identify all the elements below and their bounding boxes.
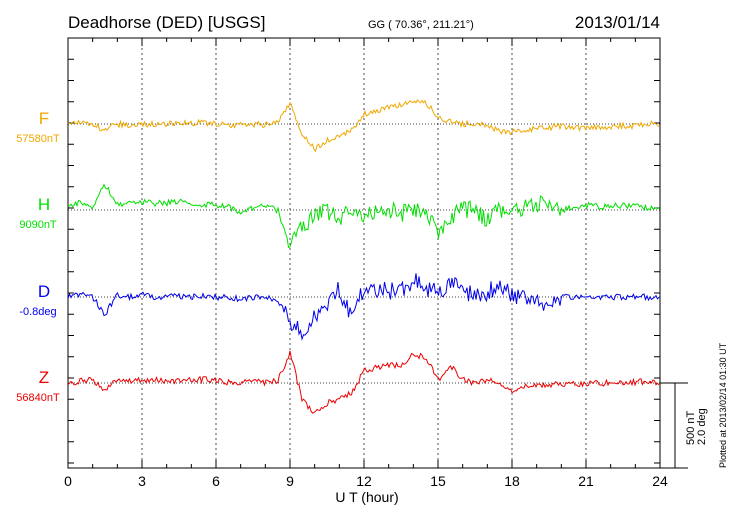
x-axis-label: U T (hour): [335, 489, 398, 505]
series-name-F: F: [39, 109, 49, 128]
plotted-note: Plotted at 2013/02/14 01:30 UT: [718, 342, 728, 468]
x-tick-label: 24: [652, 473, 668, 489]
x-tick-label: 3: [138, 473, 146, 489]
station-coords: GG ( 70.36°, 211.21°): [368, 19, 474, 31]
series-line-D: [67, 273, 660, 341]
x-tick-label: 6: [212, 473, 220, 489]
series-name-H: H: [38, 195, 50, 214]
scale-label-nT: 500 nT: [685, 410, 697, 445]
x-tick-label: 18: [504, 473, 520, 489]
series-line-F: [67, 98, 660, 153]
x-tick-label: 15: [430, 473, 446, 489]
chart-title: Deadhorse (DED) [USGS]: [68, 13, 265, 32]
series-baseline-F: 57580nT: [16, 133, 60, 145]
series-baseline-D: -0.8deg: [19, 306, 56, 318]
series-line-Z: [67, 350, 660, 414]
series-baseline-Z: 56840nT: [16, 392, 60, 404]
chart-date: 2013/01/14: [575, 13, 660, 32]
series-name-D: D: [38, 282, 50, 301]
x-tick-label: 0: [64, 473, 72, 489]
series-line-H: [67, 183, 660, 249]
x-tick-label: 21: [578, 473, 594, 489]
x-tick-label: 9: [286, 473, 294, 489]
x-tick-label: 12: [356, 473, 372, 489]
scale-label-deg: 2.0 deg: [696, 408, 708, 445]
series-name-Z: Z: [39, 368, 49, 387]
series-baseline-H: 9090nT: [19, 219, 57, 231]
